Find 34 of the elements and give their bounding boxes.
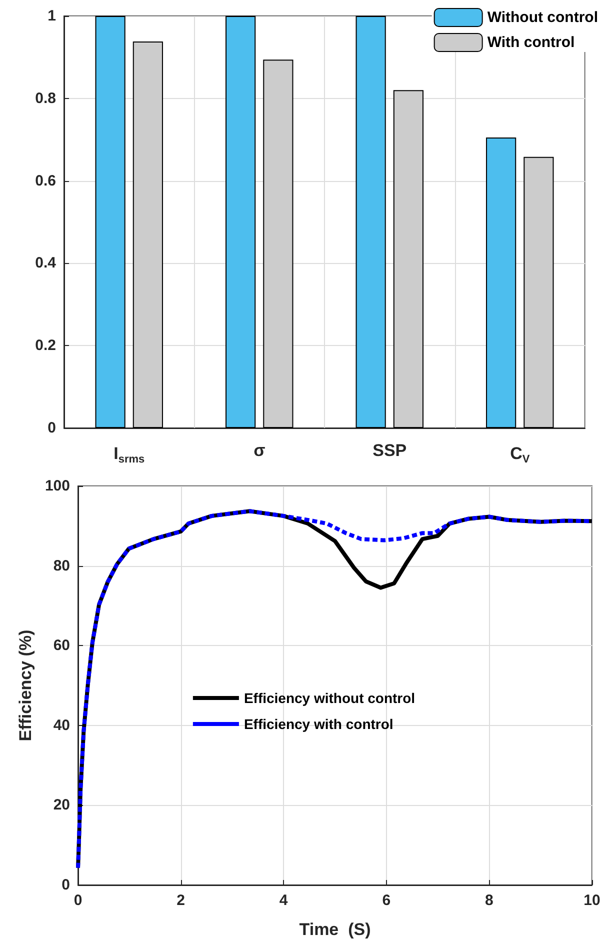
bar <box>263 60 294 428</box>
y-tick-label: 0 <box>48 420 56 436</box>
legend-label: Efficiency with control <box>244 716 394 732</box>
legend-label: Without control <box>487 9 598 26</box>
legend-label: With control <box>487 34 575 51</box>
y-tick-label: 40 <box>53 716 70 734</box>
legend-label: Efficiency without control <box>244 690 416 706</box>
y-tick-label: 60 <box>53 637 70 654</box>
y-tick-label: 0.8 <box>35 90 56 107</box>
bar <box>356 16 386 428</box>
bar <box>226 16 256 428</box>
x-tick-label: σ <box>254 441 266 460</box>
bar <box>393 90 424 428</box>
y-tick-label: 0 <box>62 876 70 894</box>
bar <box>95 16 126 428</box>
y-tick-label: 0.4 <box>35 254 57 272</box>
bar <box>486 138 516 428</box>
x-axis-title: Time (S) <box>299 920 371 939</box>
x-tick-label: 8 <box>485 892 494 909</box>
x-tick-label: SSP <box>372 441 407 460</box>
x-tick-label: 6 <box>382 892 391 909</box>
y-tick-label: 0.2 <box>35 337 56 354</box>
x-tick-label: 2 <box>176 892 185 909</box>
y-axis-title: Efficiency (%) <box>16 630 35 742</box>
y-tick-label: 100 <box>44 478 70 494</box>
x-tick-label: 0 <box>74 892 82 909</box>
x-tick-label: 4 <box>279 892 288 909</box>
y-tick-label: 0.6 <box>35 172 56 190</box>
bar <box>524 156 554 428</box>
y-tick-label: 20 <box>53 796 70 814</box>
x-tick-label: 10 <box>584 892 600 909</box>
y-tick-label: 1 <box>48 8 56 24</box>
bar <box>132 42 163 428</box>
y-tick-label: 80 <box>53 557 70 574</box>
